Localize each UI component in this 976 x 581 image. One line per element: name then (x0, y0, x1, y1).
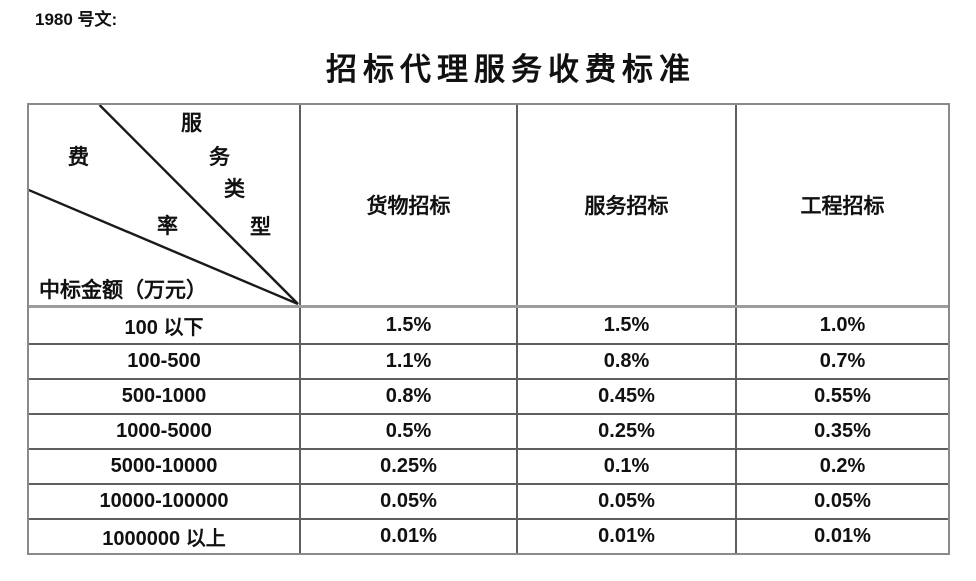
diag-type-char: 务 (209, 145, 230, 169)
table-header-row: 服 务 类 型 费 率 中标金额（万元） 货物招标 服务招标 工程招标 (29, 105, 948, 308)
page-title: 招标代理服务收费标准 (326, 52, 696, 87)
row-label: 10000-100000 (99, 490, 229, 512)
row-label: 100-500 (127, 350, 201, 372)
rate-cell: 0.25% (299, 450, 516, 483)
diag-type-char: 类 (224, 177, 245, 201)
rate-cell: 0.05% (299, 485, 516, 518)
rate-cell: 0.2% (735, 450, 948, 483)
rate-cell: 1.5% (299, 308, 516, 343)
row-label: 5000-10000 (110, 455, 218, 477)
rate-cell: 0.8% (299, 380, 516, 413)
column-header-goods: 货物招标 (299, 105, 516, 305)
row-label: 500-1000 (121, 385, 207, 407)
rate-cell: 0.55% (735, 380, 948, 413)
diag-rate-char: 率 (157, 214, 178, 238)
rate-cell: 0.8% (516, 345, 735, 378)
diagonal-header-cell: 服 务 类 型 费 率 中标金额（万元） (29, 105, 299, 305)
row-label: 1000000 以上 (102, 528, 226, 550)
table-row: 1000-5000 0.5% 0.25% 0.35% (29, 413, 948, 448)
rate-cell: 1.1% (299, 345, 516, 378)
table-row: 10000-100000 0.05% 0.05% 0.05% (29, 483, 948, 518)
row-label: 1000-5000 (116, 420, 212, 442)
rate-cell: 0.45% (516, 380, 735, 413)
doc-number: 1980 号文: (35, 10, 118, 29)
rate-cell: 0.01% (299, 520, 516, 553)
table-row: 100-500 1.1% 0.8% 0.7% (29, 343, 948, 378)
rate-cell: 0.25% (516, 415, 735, 448)
table-row: 100 以下 1.5% 1.5% 1.0% (29, 308, 948, 343)
rate-cell: 0.05% (516, 485, 735, 518)
column-header-works: 工程招标 (735, 105, 948, 305)
diag-type-char: 服 (181, 111, 202, 135)
diag-amount-label: 中标金额（万元） (39, 278, 207, 302)
column-header-services: 服务招标 (516, 105, 735, 305)
rate-cell: 0.35% (735, 415, 948, 448)
table-row: 500-1000 0.8% 0.45% 0.55% (29, 378, 948, 413)
row-label: 100 以下 (124, 317, 204, 339)
table-row: 5000-10000 0.25% 0.1% 0.2% (29, 448, 948, 483)
rate-cell: 0.5% (299, 415, 516, 448)
table-row: 1000000 以上 0.01% 0.01% 0.01% (29, 518, 948, 553)
rate-cell: 1.5% (516, 308, 735, 343)
diagonal-split-lines (29, 105, 299, 305)
rate-cell: 0.7% (735, 345, 948, 378)
rate-cell: 0.01% (735, 520, 948, 553)
diag-rate-char: 费 (68, 145, 89, 169)
diag-type-char: 型 (250, 215, 271, 239)
rate-cell: 1.0% (735, 308, 948, 343)
fee-table: 服 务 类 型 费 率 中标金额（万元） 货物招标 服务招标 工程招标 100 … (27, 103, 950, 555)
rate-cell: 0.01% (516, 520, 735, 553)
rate-cell: 0.1% (516, 450, 735, 483)
rate-cell: 0.05% (735, 485, 948, 518)
